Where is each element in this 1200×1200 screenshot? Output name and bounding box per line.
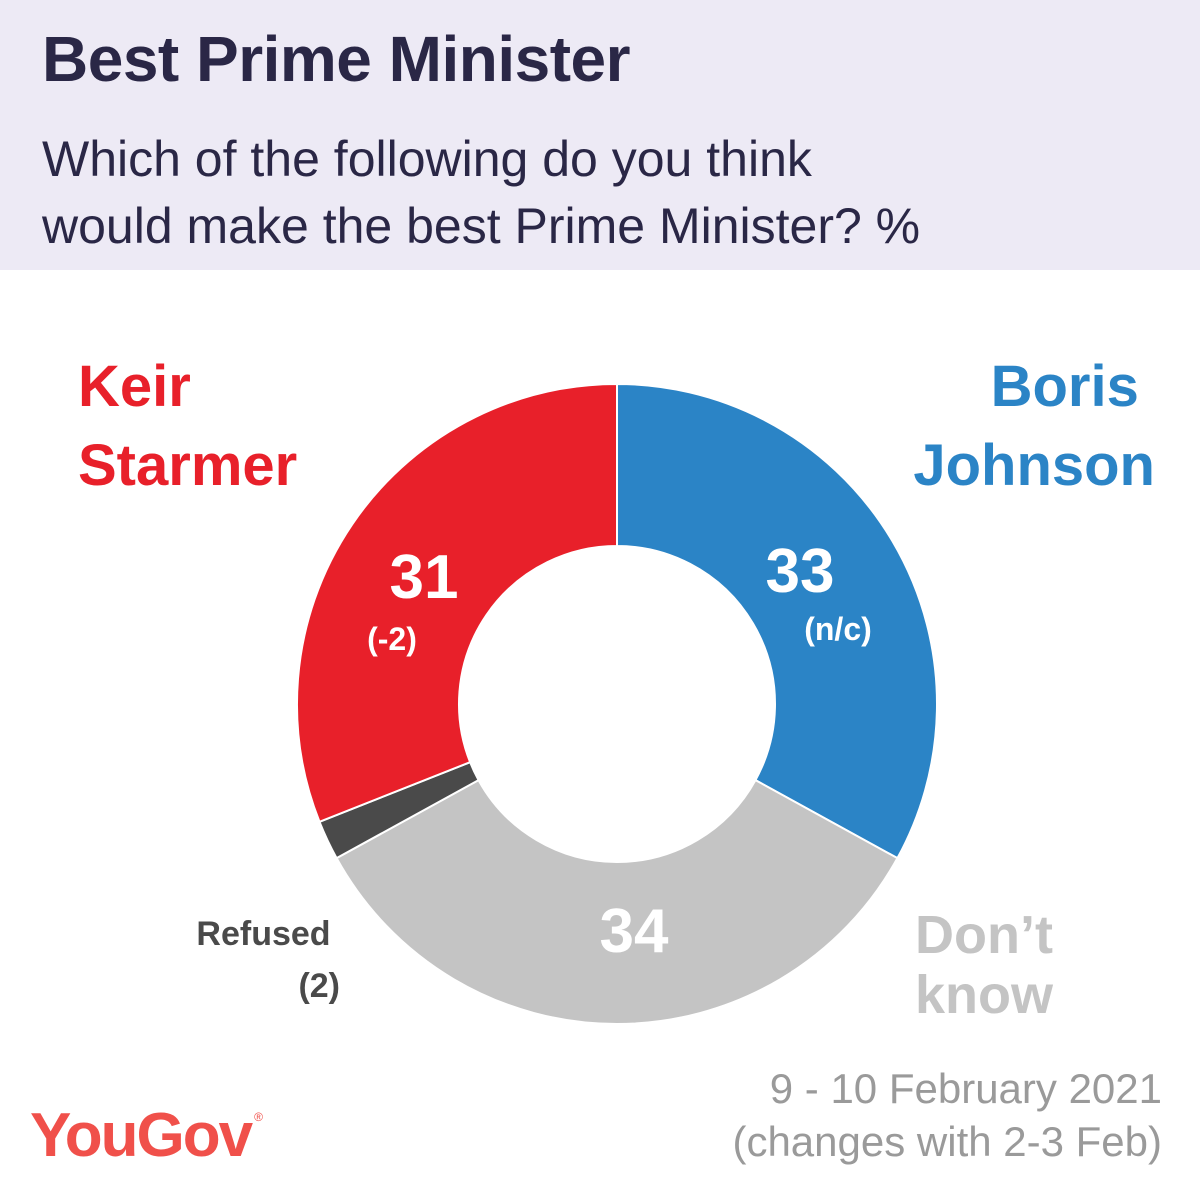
subtitle-line-1: Which of the following do you think [42,131,812,187]
subtitle-line-2: would make the best Prime Minister? % [42,198,921,254]
slice-keir-starmer [296,382,618,824]
category-label-boris-line1: Boris [991,354,1139,419]
donut-slices [296,382,938,1025]
value-label-keir-starmer: 31 [390,543,459,612]
category-label-dontknow-line2: know [915,965,1054,1025]
page-title: Best Prime Minister [42,23,631,95]
slice-don-t-know [335,778,899,1025]
category-label-boris-johnson: Boris Johnson [913,354,1155,498]
value-label-dont-know: 34 [600,897,669,966]
change-label-keir-starmer: (-2) [367,621,417,657]
chart-subtitle: Which of the following do you think woul… [42,126,1142,260]
category-label-keir-line2: Starmer [78,433,297,498]
footer-date-line-2: (changes with 2-3 Feb) [732,1118,1162,1165]
category-label-boris-line2: Johnson [913,433,1155,498]
footer-date-line-1: 9 - 10 February 2021 [769,1065,1162,1112]
slice-boris-johnson [616,382,938,860]
category-label-refused: Refused (2) [196,915,340,1005]
value-label-boris-johnson: 33 [766,537,835,606]
yougov-logo-text: YouGov [30,1101,253,1170]
category-label-refused-line2: (2) [298,967,340,1005]
category-label-keir-line1: Keir [78,354,191,419]
category-label-dont-know: Don’t know [915,905,1068,1025]
yougov-logo: YouGov ® [30,1105,263,1167]
category-label-refused-line1: Refused [196,915,330,953]
change-label-boris-johnson: (n/c) [804,611,872,647]
category-label-keir-starmer: Keir Starmer [78,354,297,498]
registered-mark: ® [254,1110,263,1124]
footer-date: 9 - 10 February 2021 (changes with 2-3 F… [732,1062,1162,1168]
header-band: Best Prime Minister Which of the followi… [0,0,1200,270]
category-label-dontknow-line1: Don’t [915,905,1053,965]
